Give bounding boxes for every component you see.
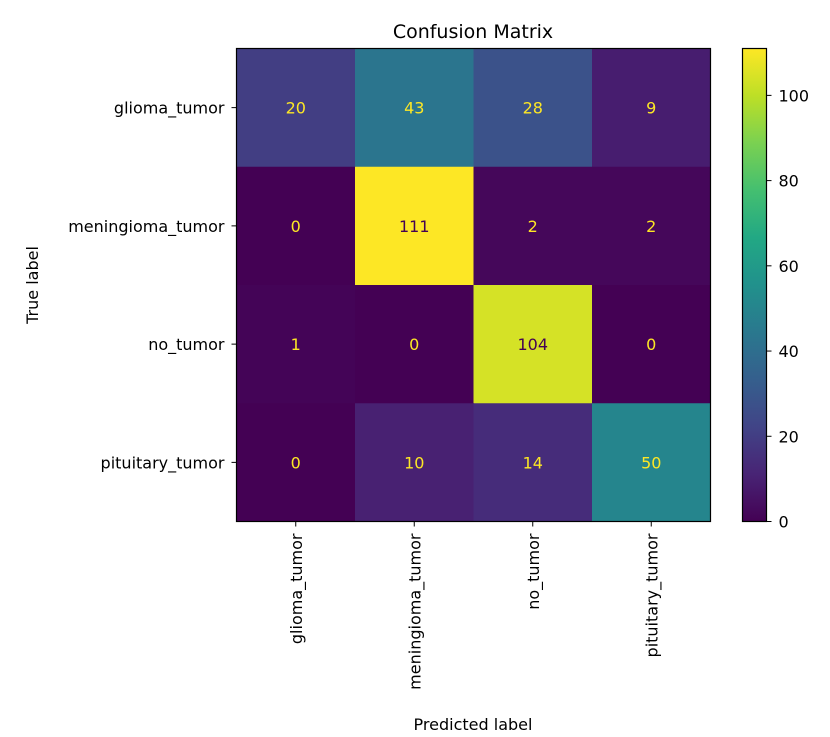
heatmap-cell <box>473 166 593 286</box>
heatmap-cell <box>355 403 474 522</box>
cell-value-label: 20 <box>286 99 306 118</box>
cell-value-label: 50 <box>641 453 661 472</box>
heatmap-cell <box>592 285 711 404</box>
cell-value-label: 14 <box>523 453 543 472</box>
x-axis-label: Predicted label <box>414 715 533 734</box>
colorbar-tick-label: 20 <box>779 427 799 446</box>
cell-value-label: 10 <box>404 453 424 472</box>
cell-value-label: 111 <box>399 217 430 236</box>
cell-value-label: 0 <box>291 217 301 236</box>
cell-value-label: 104 <box>517 335 548 354</box>
heatmap-cell <box>473 285 593 404</box>
heatmap-cell <box>355 166 474 286</box>
chart-title: Confusion Matrix <box>393 21 553 43</box>
heatmap-cell <box>355 285 474 404</box>
plot-frame <box>235 47 712 523</box>
y-tick-label: meningioma_tumor <box>68 217 225 237</box>
x-tick-label: meningioma_tumor <box>405 533 425 690</box>
y-tick-label: glioma_tumor <box>114 99 225 119</box>
x-tick-label: no_tumor <box>524 533 544 610</box>
y-tick-label: pituitary_tumor <box>101 453 225 473</box>
colorbar-tick-label: 80 <box>779 172 799 191</box>
heatmap-cell <box>236 403 356 522</box>
heatmap-cell <box>236 166 356 286</box>
cell-value-label: 2 <box>646 217 656 236</box>
cell-value-label: 43 <box>404 99 424 118</box>
colorbar-tick-label: 0 <box>779 513 789 532</box>
colorbar-tick-label: 60 <box>779 257 799 276</box>
heatmap-cell <box>355 48 474 168</box>
heatmap-cell <box>473 48 593 168</box>
colorbar-tick-label: 100 <box>779 86 810 105</box>
cell-value-label: 0 <box>409 335 419 354</box>
cell-value-label: 9 <box>646 99 656 118</box>
y-tick-label: no_tumor <box>148 335 225 355</box>
heatmap-cell <box>592 166 711 286</box>
cell-value-label: 1 <box>291 335 301 354</box>
cell-value-label: 28 <box>523 99 543 118</box>
heatmap-cell <box>473 403 593 522</box>
colorbar <box>741 47 768 523</box>
cell-value-label: 0 <box>646 335 656 354</box>
heatmap-cell <box>592 48 711 168</box>
colorbar-tick-label: 40 <box>779 342 799 361</box>
heatmap-cell <box>236 285 356 404</box>
heatmap-cell <box>236 48 356 168</box>
cell-value-label: 2 <box>528 217 538 236</box>
cell-value-label: 0 <box>291 453 301 472</box>
x-tick-label: glioma_tumor <box>287 533 307 644</box>
heatmap-cell <box>592 403 711 522</box>
x-tick-label: pituitary_tumor <box>642 533 662 657</box>
y-axis-label: True label <box>23 246 42 325</box>
